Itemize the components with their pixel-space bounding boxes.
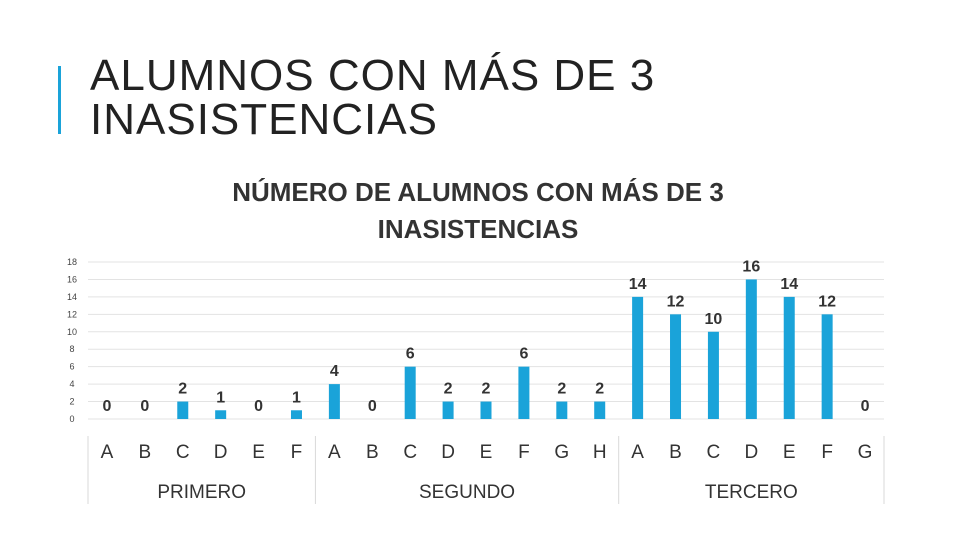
x-group-label: TERCERO: [705, 482, 798, 503]
x-category-label: A: [328, 442, 341, 463]
bar: [404, 366, 416, 419]
x-category-label: G: [858, 442, 873, 463]
x-group-label: PRIMERO: [157, 482, 246, 503]
slide-title: ALUMNOS CON MÁS DE 3 INASISTENCIAS: [90, 54, 910, 142]
bar: [821, 314, 833, 419]
x-category-label: D: [744, 442, 758, 463]
x-category-label: C: [403, 442, 417, 463]
slide-title-line-2: INASISTENCIAS: [90, 95, 438, 144]
x-category-label: B: [366, 442, 379, 463]
y-tick-label: 0: [69, 414, 74, 424]
y-tick-label: 6: [69, 362, 74, 372]
y-tick-label: 16: [67, 274, 77, 284]
data-label: 0: [102, 398, 111, 415]
x-category-label: D: [441, 442, 455, 463]
data-label: 1: [216, 389, 225, 406]
x-category-label: A: [631, 442, 644, 463]
data-label: 14: [629, 276, 647, 293]
slide-title-line-1: ALUMNOS CON MÁS DE 3: [90, 51, 656, 100]
y-tick-label: 2: [69, 397, 74, 407]
x-category-label: F: [821, 442, 833, 463]
data-label: 2: [557, 381, 566, 398]
x-category-label: E: [480, 442, 493, 463]
x-category-label: E: [783, 442, 796, 463]
x-category-label: B: [669, 442, 682, 463]
bar: [480, 401, 492, 419]
x-category-label: C: [176, 442, 190, 463]
x-category-label: H: [593, 442, 607, 463]
x-category-label: C: [707, 442, 721, 463]
x-category-label: B: [139, 442, 152, 463]
bar: [556, 401, 568, 419]
bar: [632, 296, 644, 419]
data-label: 2: [595, 381, 604, 398]
x-category-label: F: [291, 442, 303, 463]
bar: [290, 410, 302, 419]
data-label: 0: [861, 398, 870, 415]
chart-title-line-2: INASISTENCIAS: [378, 214, 579, 244]
data-label: 12: [667, 293, 685, 310]
data-label: 2: [444, 381, 453, 398]
data-label: 0: [140, 398, 149, 415]
bar: [783, 296, 795, 419]
bar: [328, 384, 340, 419]
bar: [745, 279, 757, 419]
y-tick-label: 18: [67, 257, 77, 267]
data-label: 10: [705, 311, 723, 328]
bar: [442, 401, 454, 419]
x-category-label: A: [101, 442, 114, 463]
data-label: 4: [330, 363, 339, 380]
title-accent-bar: [58, 66, 61, 134]
y-tick-label: 4: [69, 379, 74, 389]
y-tick-label: 14: [67, 292, 77, 302]
y-tick-label: 8: [69, 344, 74, 354]
x-group-label: SEGUNDO: [419, 482, 515, 503]
data-label: 6: [406, 346, 415, 363]
data-label: 2: [178, 381, 187, 398]
data-label: 16: [742, 258, 760, 275]
x-category-label: F: [518, 442, 530, 463]
data-label: 0: [368, 398, 377, 415]
chart-title-line-1: NÚMERO DE ALUMNOS CON MÁS DE 3: [232, 177, 724, 207]
x-category-label: G: [554, 442, 569, 463]
data-label: 14: [780, 276, 798, 293]
y-tick-label: 10: [67, 327, 77, 337]
data-label: 2: [482, 381, 491, 398]
data-label: 0: [254, 398, 263, 415]
bar: [518, 366, 530, 419]
data-label: 6: [519, 346, 528, 363]
bar: [177, 401, 189, 419]
data-label: 1: [292, 389, 301, 406]
bar: [670, 314, 682, 419]
data-label: 12: [818, 293, 836, 310]
bar: [707, 331, 719, 419]
y-tick-label: 12: [67, 309, 77, 319]
x-category-label: E: [252, 442, 265, 463]
bar: [215, 410, 227, 419]
x-category-label: D: [214, 442, 228, 463]
bar: [594, 401, 606, 419]
